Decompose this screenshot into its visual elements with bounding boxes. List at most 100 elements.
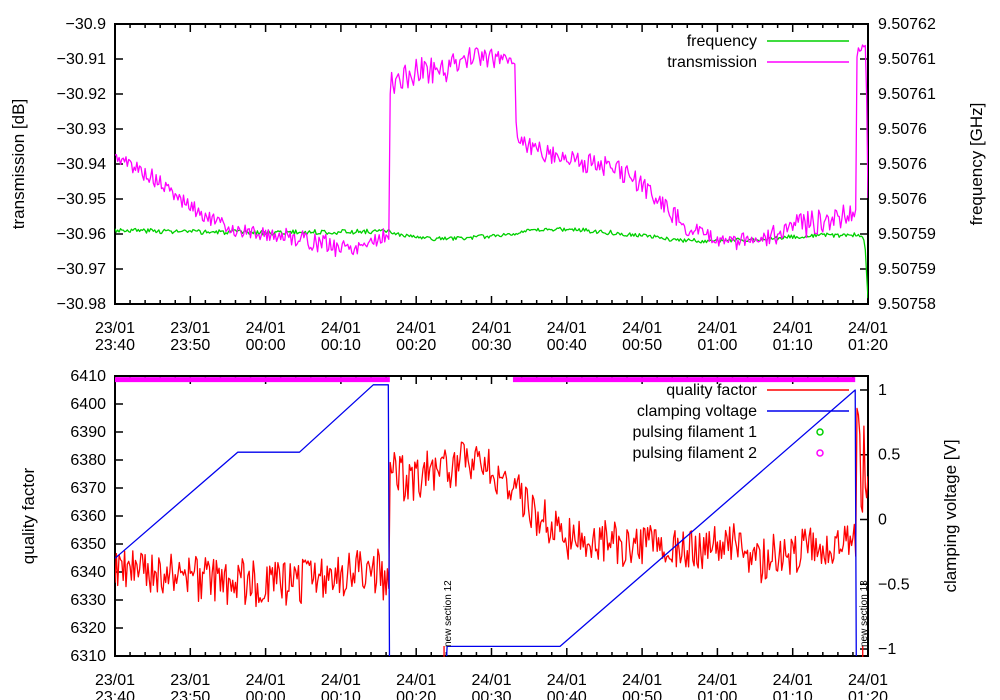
svg-text:6330: 6330 [70, 592, 106, 609]
svg-text:9.50762: 9.50762 [878, 16, 936, 33]
svg-text:24/01: 24/01 [321, 672, 361, 689]
svg-text:23:50: 23:50 [170, 689, 210, 700]
svg-text:00:50: 00:50 [622, 337, 662, 354]
legend-label: quality factor [666, 382, 757, 399]
legend-label: pulsing filament 1 [632, 424, 757, 441]
svg-text:24/01: 24/01 [246, 672, 286, 689]
svg-text:24/01: 24/01 [471, 320, 511, 337]
svg-text:6360: 6360 [70, 508, 106, 525]
svg-text:01:20: 01:20 [848, 337, 888, 354]
svg-text:01:00: 01:00 [697, 337, 737, 354]
svg-text:23:40: 23:40 [95, 689, 135, 700]
svg-text:−30.9: −30.9 [66, 16, 107, 33]
svg-text:23/01: 23/01 [95, 320, 135, 337]
svg-text:9.50759: 9.50759 [878, 226, 936, 243]
svg-text:−30.91: −30.91 [57, 51, 106, 68]
svg-text:00:40: 00:40 [547, 337, 587, 354]
svg-text:01:20: 01:20 [848, 689, 888, 700]
svg-text:−30.93: −30.93 [57, 121, 106, 138]
svg-text:23:50: 23:50 [170, 337, 210, 354]
svg-text:00:30: 00:30 [471, 337, 511, 354]
svg-text:9.50761: 9.50761 [878, 86, 936, 103]
svg-text:−30.95: −30.95 [57, 191, 106, 208]
svg-text:0: 0 [878, 511, 887, 528]
series-clamping-voltage [115, 384, 857, 656]
svg-text:00:30: 00:30 [471, 689, 511, 700]
svg-text:01:10: 01:10 [773, 337, 813, 354]
top-chart: 23/0123:4023/0123:5024/0100:0024/0100:10… [57, 16, 936, 354]
top-y2-axis-label: frequency [GHz] [967, 102, 986, 226]
svg-text:9.50758: 9.50758 [878, 296, 936, 313]
svg-text:1: 1 [878, 382, 887, 399]
plot-border [114, 375, 869, 657]
svg-text:24/01: 24/01 [547, 672, 587, 689]
svg-text:6370: 6370 [70, 480, 106, 497]
svg-text:00:10: 00:10 [321, 337, 361, 354]
svg-text:01:10: 01:10 [773, 689, 813, 700]
legend-label: clamping voltage [637, 403, 757, 420]
svg-text:24/01: 24/01 [773, 672, 813, 689]
svg-text:−30.92: −30.92 [57, 86, 106, 103]
svg-text:24/01: 24/01 [396, 320, 436, 337]
top-y-axis-label: transmission [dB] [9, 98, 28, 230]
svg-text:24/01: 24/01 [396, 672, 436, 689]
legend-point-sample [816, 449, 824, 457]
legend-label: transmission [667, 54, 757, 71]
legend-point-sample [816, 428, 824, 436]
svg-text:6400: 6400 [70, 396, 106, 413]
svg-text:24/01: 24/01 [848, 672, 888, 689]
svg-text:24/01: 24/01 [622, 672, 662, 689]
svg-text:24/01: 24/01 [697, 672, 737, 689]
bottom-chart: 23/0123:4023/0123:5024/0100:0024/0100:10… [70, 368, 909, 700]
svg-text:0.5: 0.5 [878, 447, 900, 464]
svg-text:23:40: 23:40 [95, 337, 135, 354]
series-transmission [115, 44, 868, 258]
svg-text:9.5076: 9.5076 [878, 121, 927, 138]
svg-text:9.50759: 9.50759 [878, 261, 936, 278]
svg-text:−30.94: −30.94 [57, 156, 106, 173]
svg-text:24/01: 24/01 [622, 320, 662, 337]
svg-text:24/01: 24/01 [321, 320, 361, 337]
svg-text:24/01: 24/01 [773, 320, 813, 337]
svg-text:−30.97: −30.97 [57, 261, 106, 278]
svg-text:9.5076: 9.5076 [878, 156, 927, 173]
svg-text:00:10: 00:10 [321, 689, 361, 700]
annotation: new section 12 [443, 580, 454, 647]
svg-text:9.50761: 9.50761 [878, 51, 936, 68]
svg-text:6340: 6340 [70, 564, 106, 581]
svg-text:00:40: 00:40 [547, 689, 587, 700]
svg-text:6320: 6320 [70, 620, 106, 637]
bottom-y2-axis-label: clamping voltage [V] [941, 439, 960, 593]
svg-text:6380: 6380 [70, 452, 106, 469]
svg-text:00:00: 00:00 [246, 337, 286, 354]
svg-text:6350: 6350 [70, 536, 106, 553]
bottom-y-axis-label: quality factor [19, 467, 38, 565]
legend-label: frequency [687, 33, 757, 50]
svg-text:23/01: 23/01 [170, 320, 210, 337]
series-quality-factor [115, 407, 868, 608]
svg-text:24/01: 24/01 [848, 320, 888, 337]
svg-text:−1: −1 [878, 641, 896, 658]
svg-text:6390: 6390 [70, 424, 106, 441]
svg-text:00:20: 00:20 [396, 689, 436, 700]
svg-text:24/01: 24/01 [697, 320, 737, 337]
svg-text:9.5076: 9.5076 [878, 191, 927, 208]
svg-text:00:00: 00:00 [246, 689, 286, 700]
svg-text:−30.98: −30.98 [57, 296, 106, 313]
svg-text:23/01: 23/01 [95, 672, 135, 689]
svg-text:24/01: 24/01 [246, 320, 286, 337]
legend-label: pulsing filament 2 [632, 445, 757, 462]
svg-text:−0.5: −0.5 [878, 576, 910, 593]
svg-text:6310: 6310 [70, 648, 106, 665]
svg-text:23/01: 23/01 [170, 672, 210, 689]
svg-text:6410: 6410 [70, 368, 106, 385]
svg-text:24/01: 24/01 [547, 320, 587, 337]
svg-text:24/01: 24/01 [471, 672, 511, 689]
svg-text:01:00: 01:00 [697, 689, 737, 700]
svg-text:−30.96: −30.96 [57, 226, 106, 243]
svg-text:00:50: 00:50 [622, 689, 662, 700]
svg-text:00:20: 00:20 [396, 337, 436, 354]
annotation: new section 13 [859, 580, 870, 647]
